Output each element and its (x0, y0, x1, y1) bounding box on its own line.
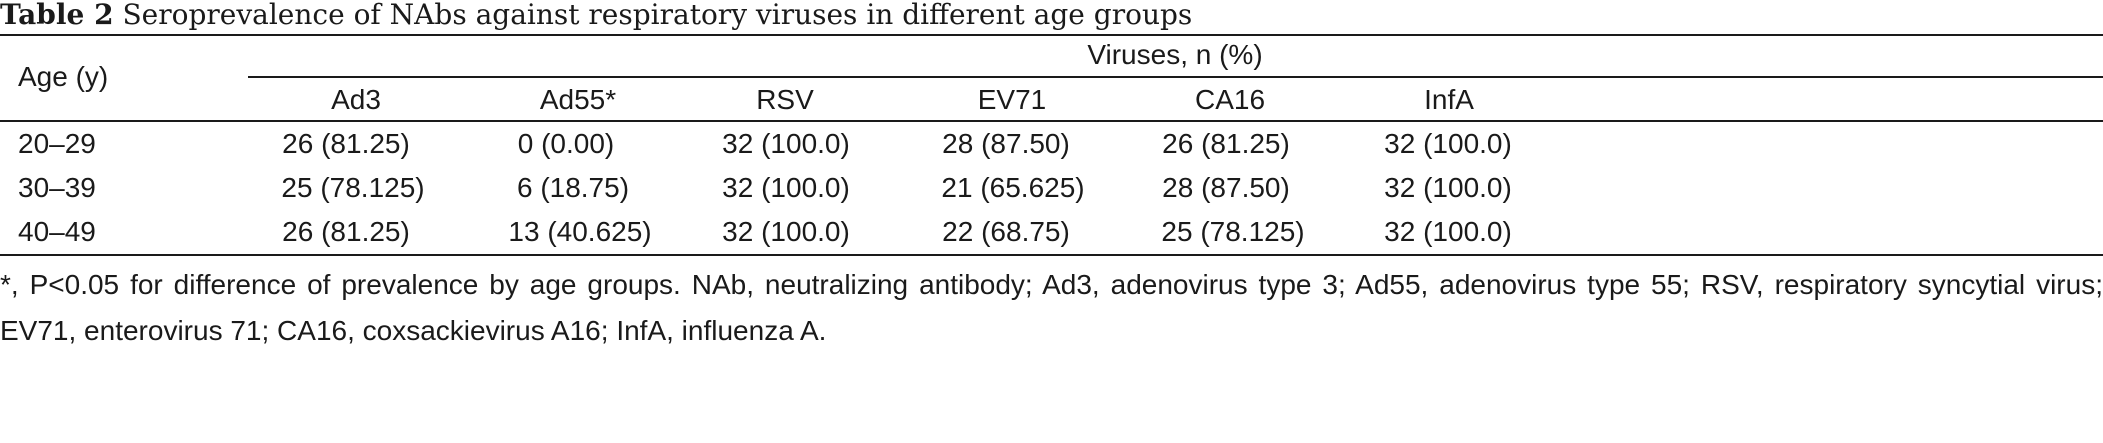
table-cell: 26 (81.25) (1162, 128, 1290, 159)
table-cell: 6 (18.75) (516, 172, 630, 203)
table-cell: 32 (100.0) (722, 216, 850, 247)
table-cell: 32 (100.0) (722, 172, 850, 203)
row-age-20-29: 20–29 (18, 128, 96, 159)
table-caption-label: Table 2 (0, 0, 114, 31)
table-cell: 26 (81.25) (282, 216, 410, 247)
table-cell: 32 (100.0) (1384, 216, 1512, 247)
row-age-30-39: 30–39 (18, 172, 96, 203)
row-age-40-49: 40–49 (18, 216, 96, 247)
row-label-header: Age (y) (18, 61, 109, 92)
table-bottom-rule (0, 254, 2103, 256)
column-header-infa: InfA (1424, 84, 1474, 115)
column-header-ad3: Ad3 (331, 84, 381, 115)
table-cell: 22 (68.75) (942, 216, 1070, 247)
table-cell: 32 (100.0) (1384, 128, 1512, 159)
table-cell: 32 (100.0) (722, 128, 850, 159)
table-top-rule (0, 34, 2103, 36)
table-cell: 13 (40.625) (508, 216, 652, 247)
table-cell: 26 (81.25) (282, 128, 410, 159)
column-header-ev71: EV71 (977, 84, 1047, 115)
table-cell: 28 (87.50) (942, 128, 1070, 159)
table-cell: 25 (78.125) (281, 172, 425, 203)
group-header-rule (248, 76, 2103, 78)
column-header-ad55: Ad55* (539, 84, 617, 115)
table-caption: Table 2 Seroprevalence of NAbs against r… (0, 0, 1192, 36)
table-cell: 32 (100.0) (1384, 172, 1512, 203)
table-cell: 28 (87.50) (1162, 172, 1290, 203)
column-header-rsv: RSV (756, 84, 814, 115)
header-bottom-rule (0, 120, 2103, 122)
group-header: Viruses, n (%) (1087, 39, 1263, 70)
table-footnote: *, P<0.05 for difference of prevalence b… (0, 269, 2103, 346)
table-cell: 25 (78.125) (1161, 216, 1305, 247)
table-cell: 21 (65.625) (941, 172, 1085, 203)
table-caption-text: Seroprevalence of NAbs against respirato… (122, 0, 1193, 31)
column-header-ca16: CA16 (1194, 84, 1266, 115)
table-cell: 0 (0.00) (517, 128, 615, 159)
